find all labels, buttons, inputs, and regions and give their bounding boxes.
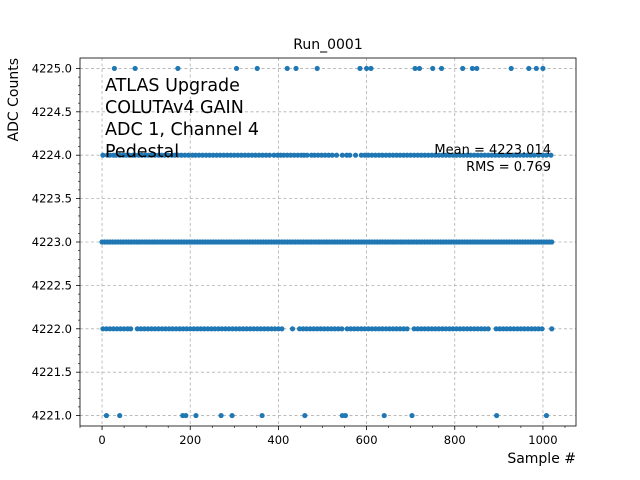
data-points [99, 65, 555, 419]
data-point [549, 326, 555, 332]
data-point [342, 412, 349, 419]
x-tick-label: 600 [356, 433, 378, 447]
y-tick-label: 4223.5 [32, 192, 72, 206]
data-point [352, 152, 359, 158]
data-point [543, 412, 550, 419]
data-point [304, 152, 310, 158]
y-tick-label: 4222.5 [32, 278, 72, 292]
data-point [103, 412, 110, 419]
data-point [329, 152, 335, 158]
data-point [314, 65, 320, 72]
y-tick-label: 4222.0 [32, 322, 72, 336]
data-point [404, 326, 410, 332]
data-point [132, 65, 138, 72]
data-point [302, 412, 308, 419]
data-point [409, 412, 415, 419]
y-axis-label: ADC Counts [6, 58, 22, 141]
data-point [100, 152, 106, 158]
data-point [540, 65, 546, 72]
data-point [193, 412, 199, 419]
y-tick-label: 4224.5 [32, 105, 72, 119]
data-point [494, 412, 500, 419]
data-point [508, 65, 514, 72]
data-point [218, 412, 224, 419]
data-point [289, 326, 296, 332]
data-point [430, 65, 436, 72]
data-point [531, 152, 537, 158]
y-tick-label: 4221.5 [32, 365, 72, 379]
data-point [368, 65, 374, 72]
y-tick-label: 4225.0 [32, 61, 72, 75]
x-axis: 0 200 400 600 800 1000 [79, 426, 566, 447]
y-tick-label: 4221.0 [32, 409, 72, 423]
data-point [363, 65, 370, 72]
mean-label: Mean = 4223.014 [434, 143, 551, 158]
data-point [229, 412, 235, 419]
annotation-line-4: Pedestal [105, 142, 179, 162]
annotation-line-2: COLUTAv4 GAIN [105, 98, 244, 118]
data-point [254, 65, 260, 72]
data-point [412, 65, 418, 72]
data-point [474, 65, 480, 72]
data-point [526, 65, 532, 72]
data-point [347, 152, 353, 158]
data-point [357, 65, 363, 72]
x-tick-label: 400 [267, 433, 289, 447]
data-point [293, 65, 299, 72]
x-tick-label: 0 [98, 433, 105, 447]
x-tick-label: 800 [444, 433, 466, 447]
annotation-line-3: ADC 1, Channel 4 [105, 120, 259, 140]
data-point [416, 65, 423, 72]
y-tick-label: 4223.0 [32, 235, 72, 249]
data-point [279, 326, 285, 332]
data-point [284, 65, 290, 72]
y-tick-label: 4224.0 [32, 148, 72, 162]
data-point [266, 152, 273, 158]
y-axis: 4221.0 4221.5 4222.0 4222.5 4223.0 4223.5 4224… [32, 61, 80, 423]
data-point [548, 152, 554, 158]
data-point [175, 65, 181, 72]
data-point [549, 239, 555, 245]
data-point [535, 152, 542, 158]
data-point [117, 412, 123, 419]
data-point [185, 152, 192, 158]
rms-label: RMS = 0.769 [466, 160, 551, 175]
annotation-block: ATLAS Upgrade COLUTAv4 GAIN ADC 1, Chann… [105, 76, 259, 162]
data-point [543, 152, 550, 158]
data-point [233, 65, 240, 72]
data-point [469, 65, 475, 72]
data-point [339, 326, 345, 332]
data-point [128, 326, 134, 332]
data-point [381, 412, 387, 419]
data-point [533, 65, 539, 72]
data-point [539, 326, 545, 332]
x-tick-label: 200 [179, 433, 201, 447]
data-point [333, 152, 340, 158]
data-point [438, 65, 445, 72]
data-point [259, 412, 265, 419]
data-point [339, 152, 345, 158]
x-axis-label: Sample # [507, 451, 576, 467]
annotation-line-1: ATLAS Upgrade [105, 76, 240, 96]
data-point [485, 326, 491, 332]
data-point [460, 65, 466, 72]
chart-title: Run_0001 [293, 37, 362, 53]
x-tick-label: 1000 [528, 433, 557, 447]
data-point [183, 412, 189, 419]
data-point [111, 65, 117, 72]
